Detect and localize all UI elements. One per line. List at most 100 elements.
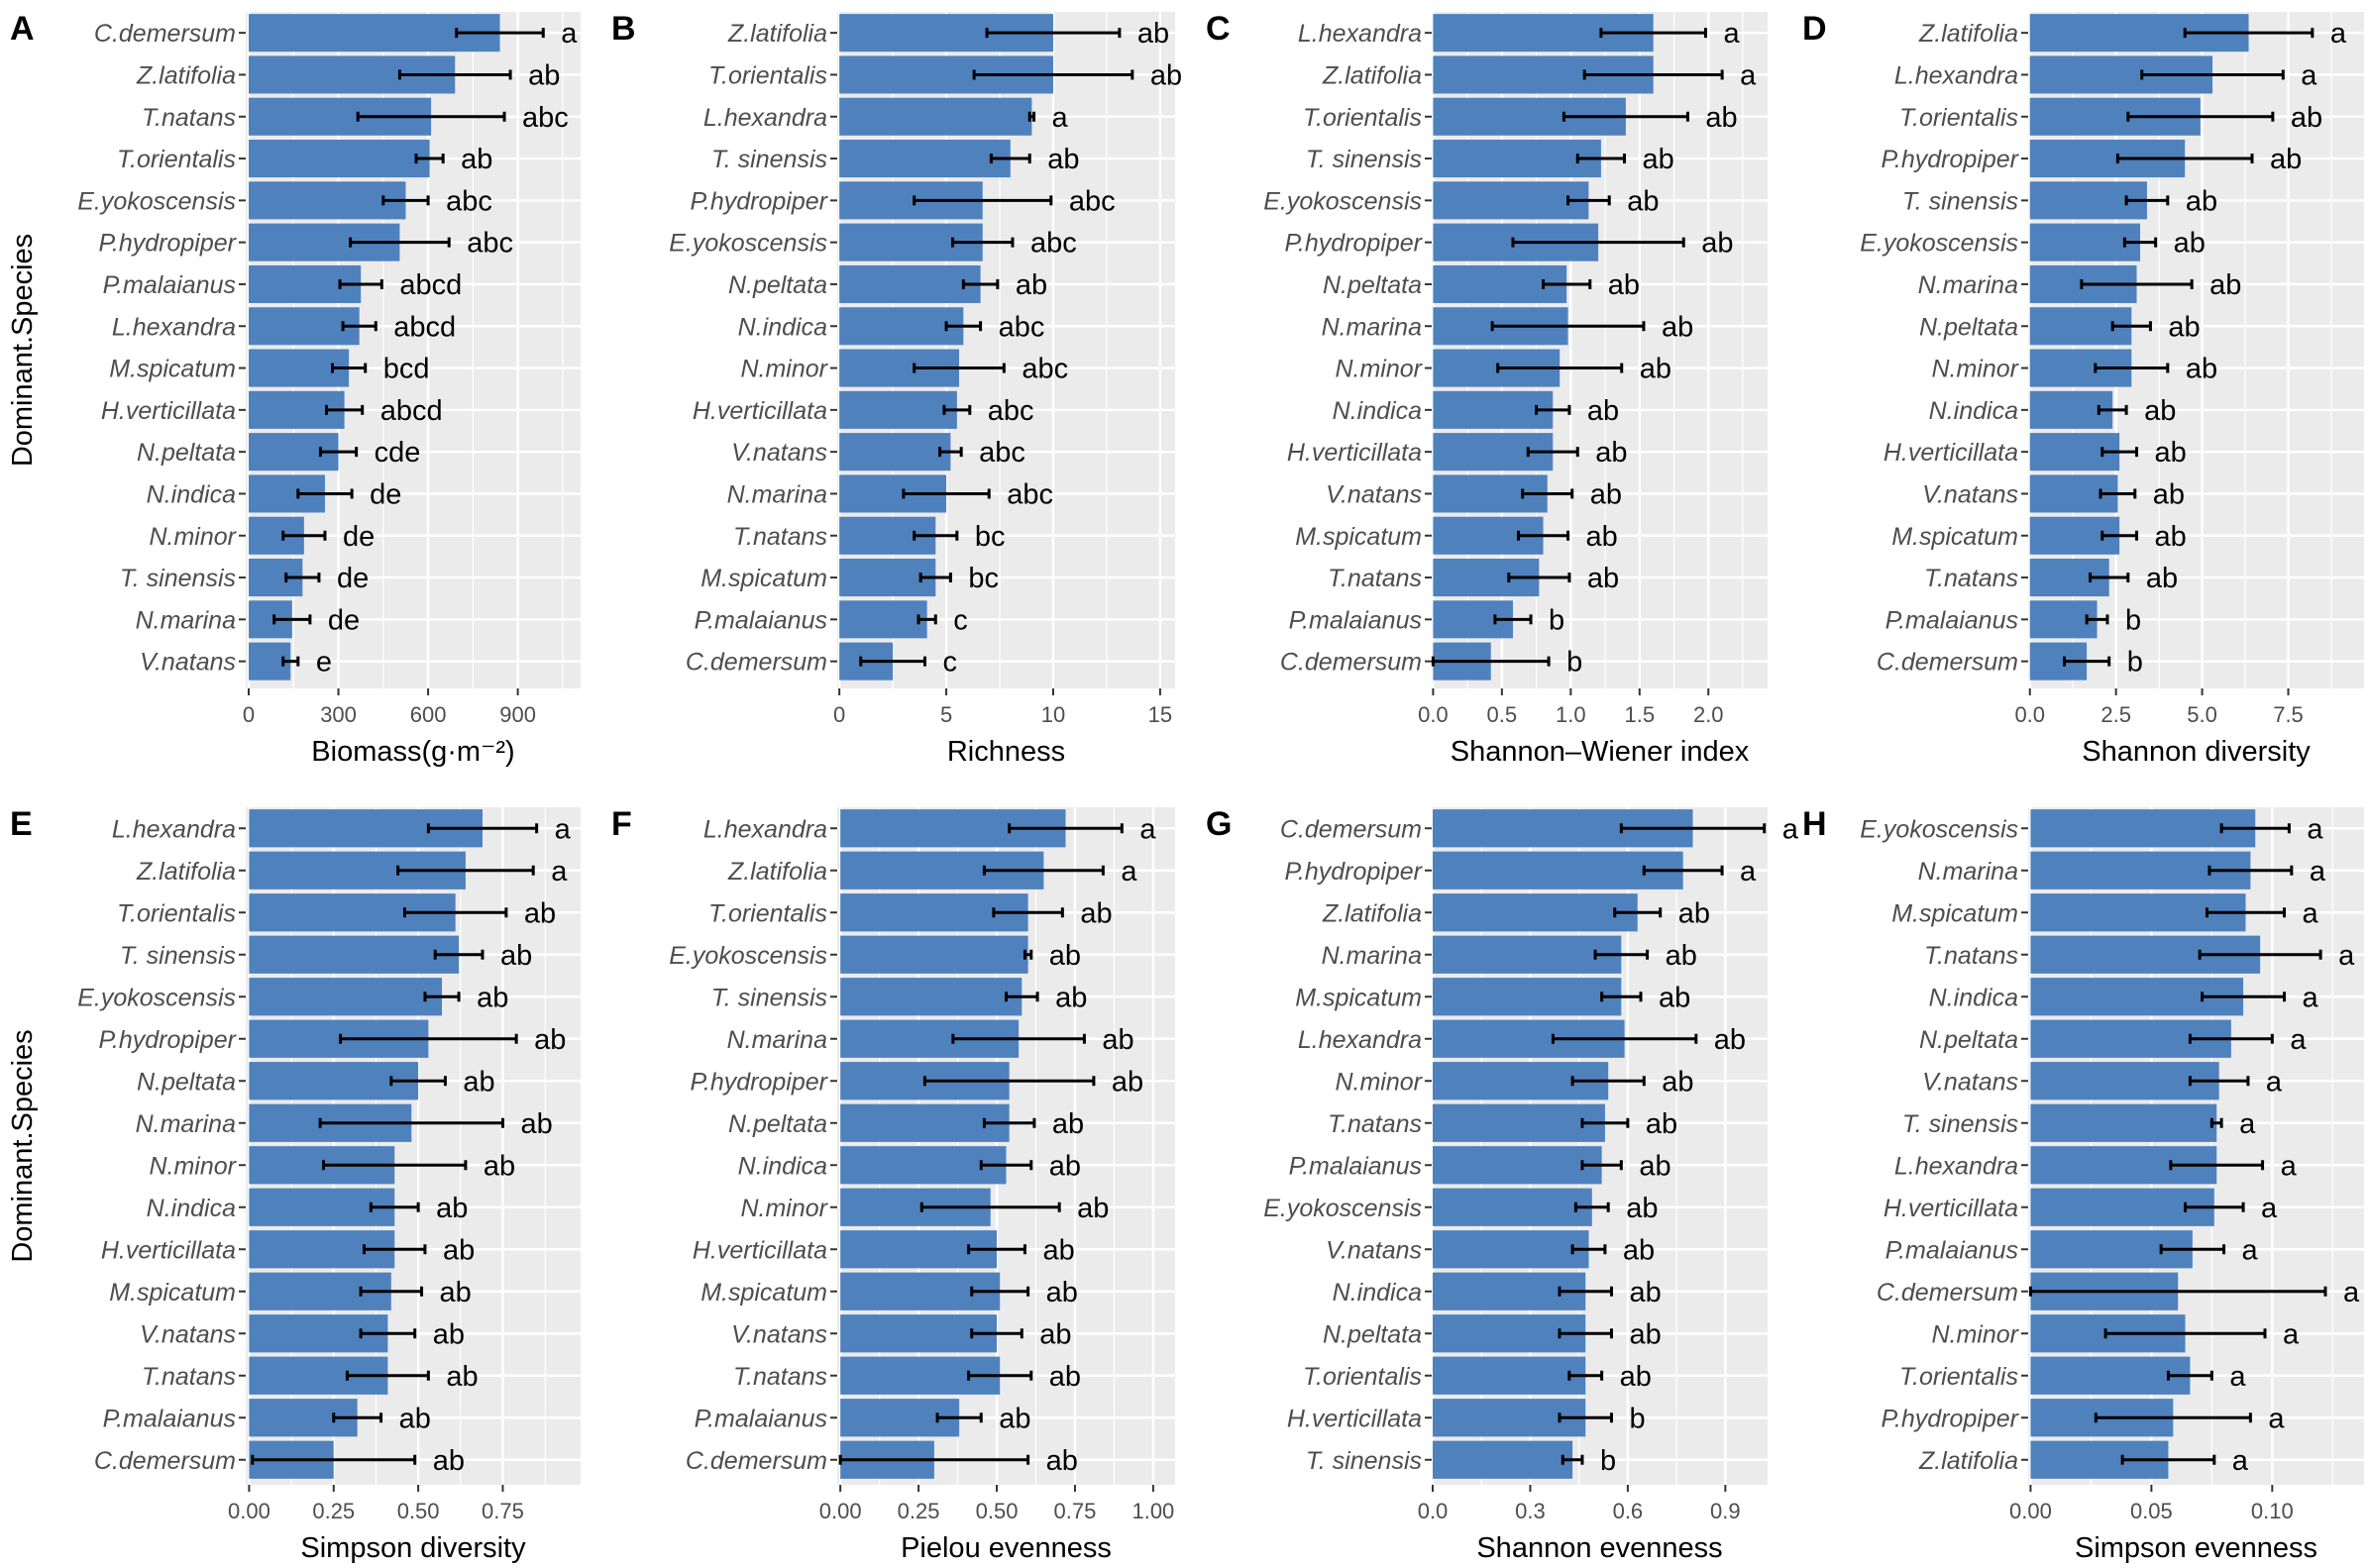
y-tick-label: N.minor [1931, 356, 2019, 383]
y-tick-label: N.peltata [1919, 1026, 2018, 1054]
significance-letter: abc [446, 185, 492, 217]
bar [2030, 1062, 2219, 1100]
significance-letter: de [343, 521, 375, 553]
y-tick-label: H.verticillata [693, 1236, 827, 1264]
y-tick-label: H.verticillata [1287, 1405, 1422, 1432]
significance-letter: abcd [393, 311, 456, 343]
bar [839, 97, 1032, 136]
y-tick-label: N.peltata [137, 439, 236, 467]
x-tick-label: 1.5 [1624, 702, 1655, 727]
y-tick-label: M.spicatum [1891, 523, 2018, 551]
bar [1432, 1440, 1573, 1479]
significance-letter: ab [1046, 1445, 1078, 1477]
y-tick-label: N.peltata [1323, 271, 1422, 299]
significance-letter: a [2290, 1024, 2307, 1056]
bar [1432, 1230, 1589, 1269]
significance-letter: a [2266, 1066, 2283, 1098]
significance-letter: ab [1643, 144, 1674, 175]
significance-letter: ab [461, 144, 492, 175]
y-tick-label: Z.latifolia [1918, 20, 2018, 48]
y-tick-label: T.orientalis [117, 146, 236, 173]
significance-letter: ab [399, 1403, 431, 1434]
y-tick-label: T.orientalis [117, 899, 236, 927]
y-tick-label: N.peltata [137, 1068, 236, 1096]
significance-letter: abc [1007, 478, 1053, 510]
significance-letter: ab [2186, 185, 2217, 217]
y-tick-label: T. sinensis [1902, 1110, 2018, 1138]
x-tick-label: 0.0 [1418, 1499, 1449, 1523]
y-tick-label: T.orientalis [708, 899, 827, 927]
significance-letter: ab [1608, 269, 1640, 301]
significance-letter: ab [1150, 59, 1182, 91]
bar [1432, 1103, 1605, 1142]
significance-letter: ab [1646, 1108, 1677, 1140]
y-tick-label: P.malaianus [695, 1405, 827, 1432]
y-tick-label: M.spicatum [700, 1279, 827, 1307]
y-tick-label: T. sinensis [711, 984, 827, 1011]
significance-letter: a [2283, 1318, 2300, 1350]
significance-letter: ab [446, 1361, 478, 1393]
x-tick-label: 5 [940, 702, 952, 727]
significance-letter: ab [1016, 269, 1047, 301]
panel-label: A [10, 10, 35, 48]
bar [839, 433, 951, 471]
x-tick-label: 0.0 [2014, 702, 2045, 727]
y-tick-label: N.marina [727, 480, 828, 508]
y-tick-label: N.minor [740, 1195, 828, 1222]
significance-letter: a [1052, 102, 1069, 134]
significance-letter: abc [467, 228, 513, 260]
y-tick-label: C.demersum [1877, 649, 2018, 677]
y-tick-label: E.yokoscensis [77, 984, 236, 1011]
significance-letter: a [2343, 1277, 2360, 1308]
y-tick-label: L.hexandra [1894, 1152, 2018, 1180]
y-tick-label: P.hydropiper [98, 1026, 237, 1054]
y-tick-label: Z.latifolia [727, 20, 827, 48]
significance-letter: ab [1052, 1108, 1084, 1140]
significance-letter: ab [528, 59, 560, 91]
significance-letter: a [2232, 1445, 2249, 1477]
significance-letter: a [1740, 856, 1757, 888]
y-tick-label: N.marina [1322, 313, 1423, 341]
y-tick-label: N.minor [149, 523, 237, 551]
x-tick-label: 0.50 [976, 1499, 1019, 1523]
y-tick-label: T. sinensis [711, 146, 827, 173]
significance-letter: abc [1022, 354, 1068, 385]
panel-label: B [611, 10, 636, 48]
x-axis-label: Simpson diversity [300, 1532, 526, 1564]
significance-letter: ab [1629, 1277, 1661, 1308]
y-tick-label: N.minor [1931, 1320, 2019, 1348]
significance-letter: ab [1678, 897, 1710, 929]
y-tick-label: N.indica [738, 1152, 827, 1180]
y-tick-label: H.verticillata [693, 397, 827, 425]
y-tick-label: N.indica [1929, 397, 2018, 425]
significance-letter: a [2307, 813, 2323, 845]
significance-letter: ab [2155, 437, 2187, 469]
significance-letter: ab [1587, 563, 1619, 594]
significance-letter: ab [524, 897, 556, 929]
significance-letter: ab [1046, 1277, 1078, 1308]
panel-label: G [1206, 805, 1232, 843]
y-tick-label: T.natans [1924, 942, 2018, 970]
y-tick-label: Z.latifolia [136, 858, 236, 886]
x-tick-label: 0.0 [1418, 702, 1449, 727]
significance-letter: de [337, 563, 369, 594]
y-tick-label: M.spicatum [109, 1279, 236, 1307]
y-tick-label: P.hydropiper [1284, 858, 1423, 886]
y-tick-label: V.natans [1326, 1236, 1422, 1264]
bar [840, 978, 1023, 1016]
significance-letter: cde [375, 437, 421, 469]
y-tick-label: C.demersum [94, 1447, 236, 1475]
y-tick-label: C.demersum [1877, 1279, 2018, 1307]
y-tick-label: P.malaianus [1885, 1236, 2018, 1264]
x-tick-label: 5.0 [2187, 702, 2217, 727]
bar [1432, 893, 1638, 932]
significance-letter: ab [1049, 1150, 1081, 1182]
significance-letter: ab [2144, 395, 2176, 427]
significance-letter: abcd [380, 395, 443, 427]
significance-letter: a [2239, 1108, 2256, 1140]
y-tick-label: V.natans [1922, 1068, 2018, 1096]
significance-letter: ab [433, 1445, 465, 1477]
bar [2030, 1103, 2217, 1142]
x-tick-label: 0.5 [1487, 702, 1518, 727]
